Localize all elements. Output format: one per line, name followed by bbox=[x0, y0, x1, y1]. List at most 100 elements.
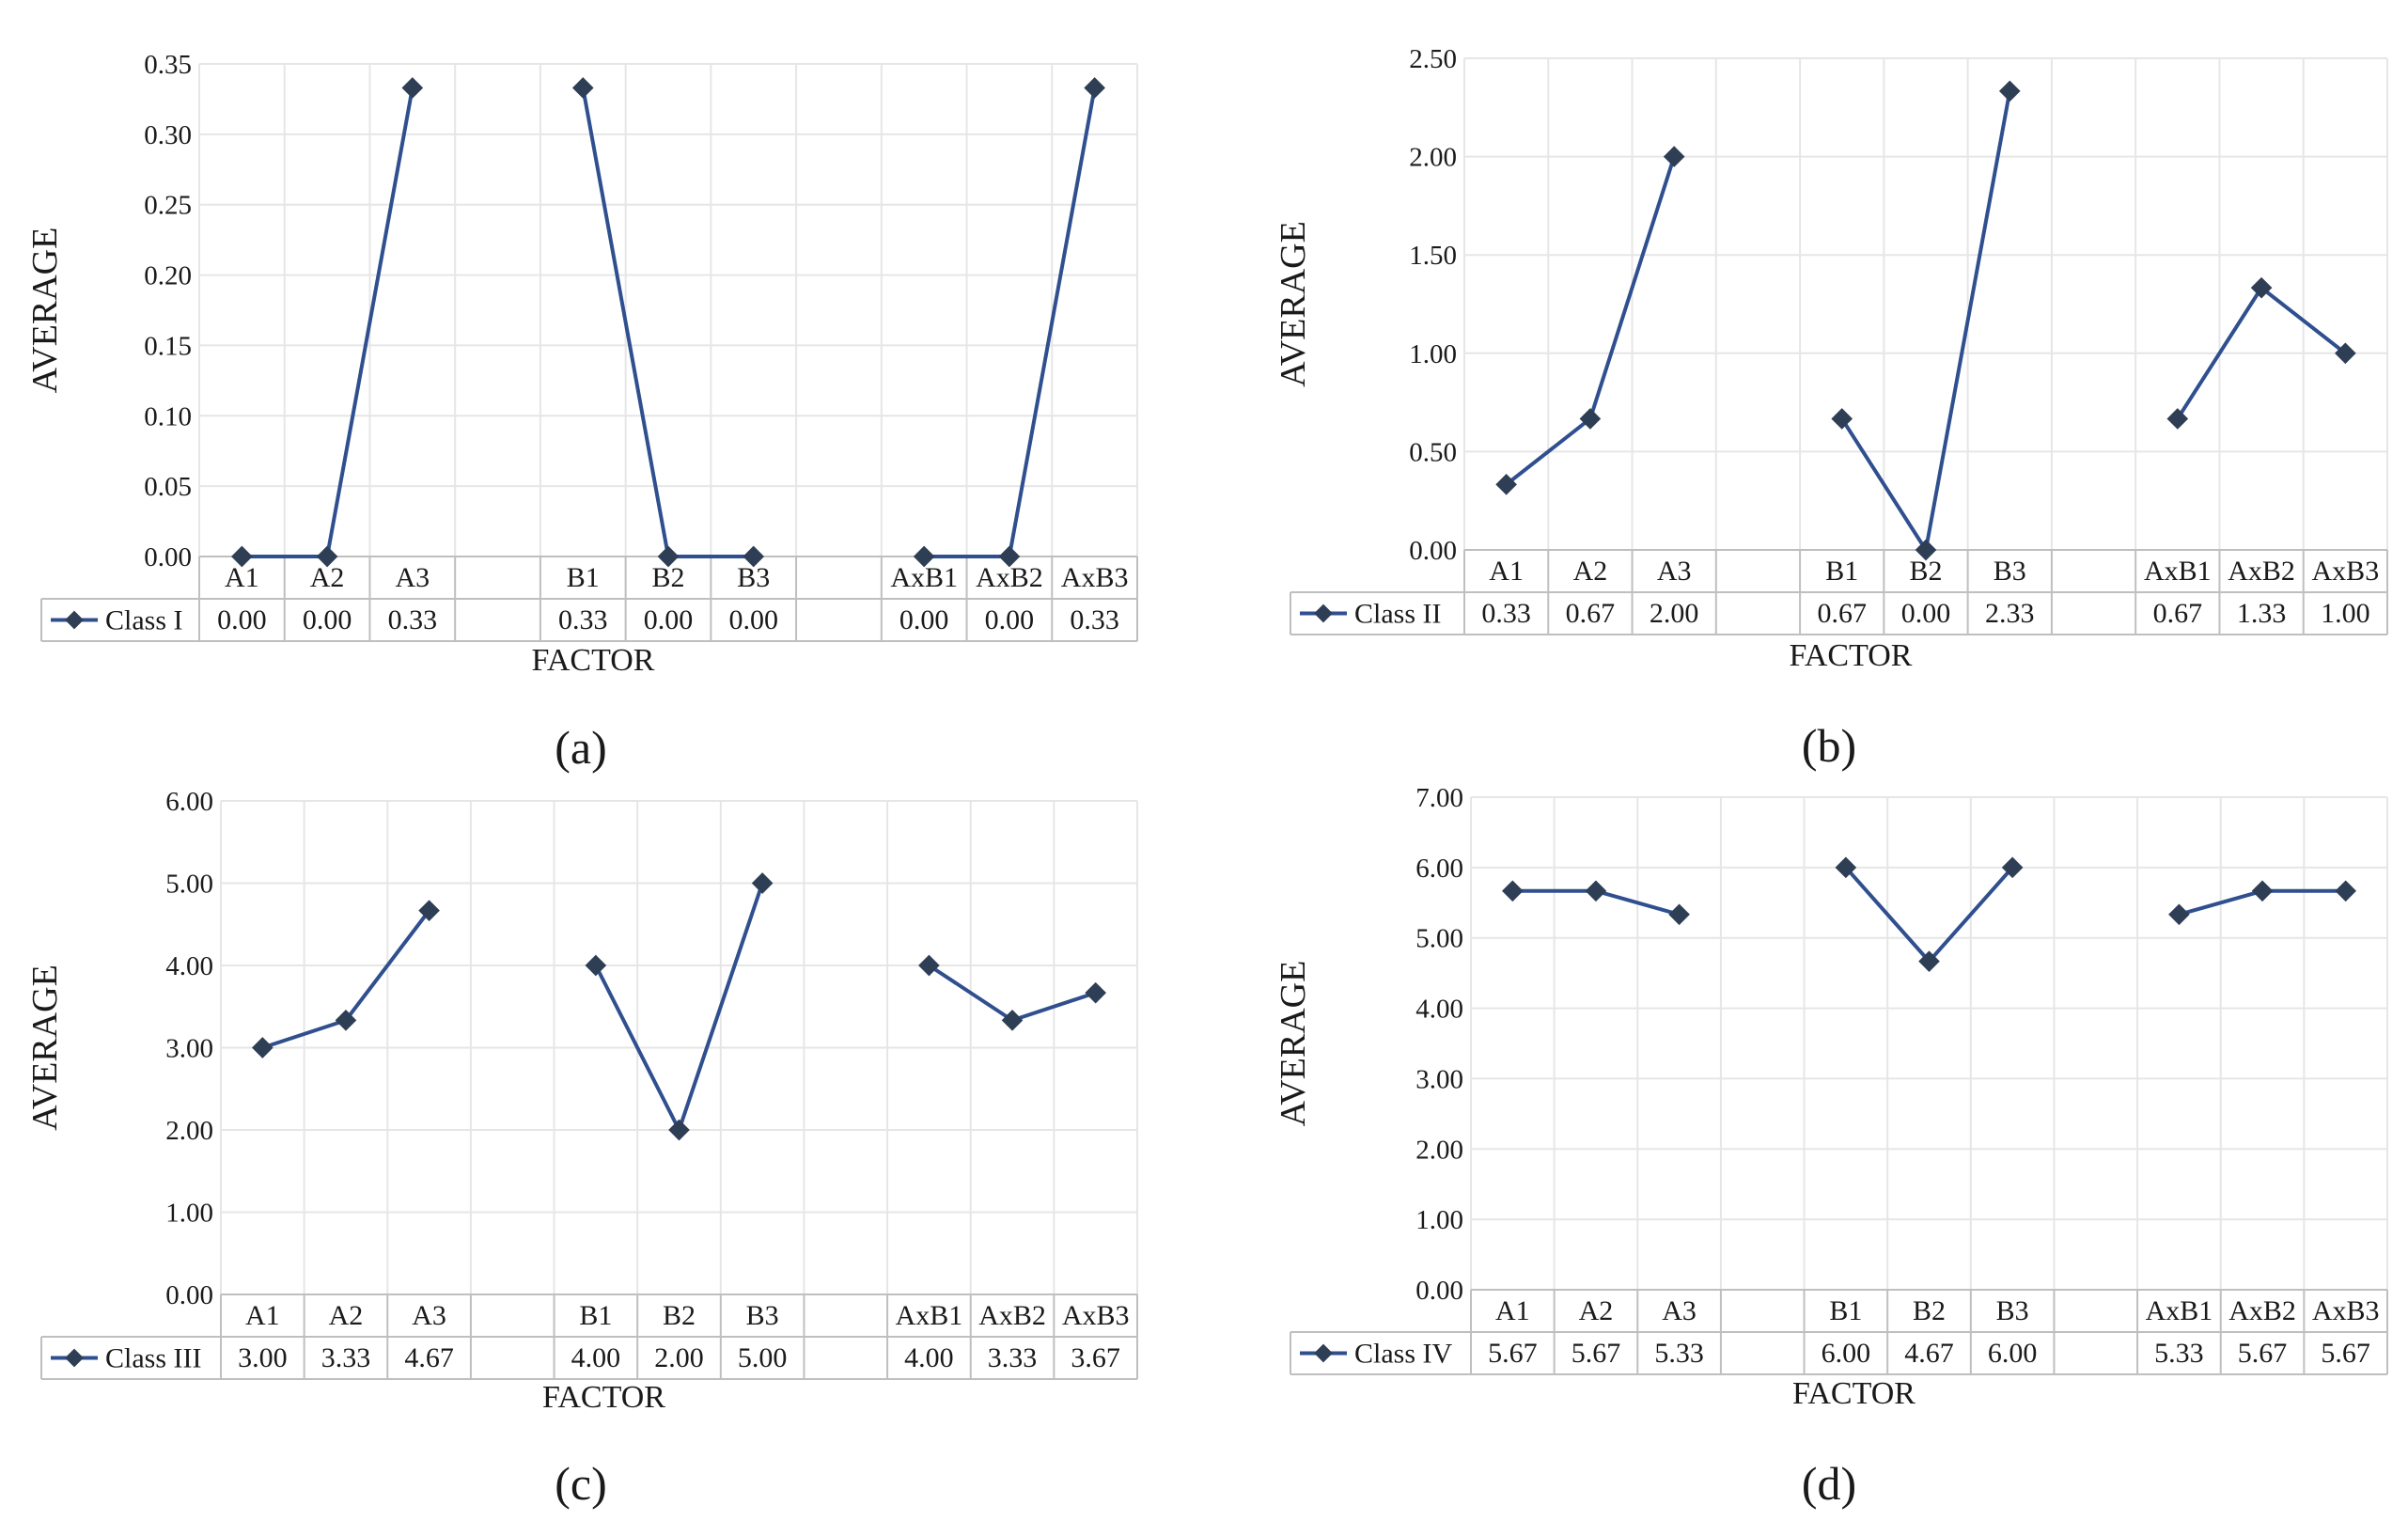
data-point bbox=[2335, 342, 2356, 365]
data-point bbox=[1084, 77, 1105, 99]
x-category-label: B3 bbox=[746, 1300, 779, 1331]
y-tick-label: 0.15 bbox=[144, 331, 192, 361]
y-tick-label: 0.25 bbox=[144, 191, 192, 221]
x-category-label: A1 bbox=[245, 1300, 280, 1331]
y-tick-label: 1.00 bbox=[165, 1199, 213, 1229]
x-category-label: AxB3 bbox=[2312, 1295, 2380, 1326]
legend-marker bbox=[1314, 1343, 1333, 1363]
legend-marker bbox=[65, 1348, 84, 1368]
x-axis-title: FACTOR bbox=[542, 1380, 665, 1415]
x-axis-title: FACTOR bbox=[1792, 1376, 1915, 1411]
legend-label: Class II bbox=[1354, 599, 1442, 630]
data-point bbox=[1495, 474, 1517, 495]
table-value: 0.33 bbox=[1481, 598, 1531, 629]
table-value: 5.33 bbox=[2154, 1338, 2204, 1369]
chart-panel-c: 0.00 1.00 2.00 3.00 4.00 5.00 6.00 A1 3.00 A2 3.33… bbox=[25, 787, 1138, 1510]
legend-label: Class I bbox=[105, 605, 183, 636]
y-tick-label: 4.00 bbox=[1415, 995, 1463, 1025]
x-category-label: A3 bbox=[1662, 1295, 1697, 1326]
table-value: 3.33 bbox=[988, 1342, 1038, 1373]
y-tick-label: 2.00 bbox=[1415, 1135, 1463, 1165]
x-category-label: AxB1 bbox=[896, 1300, 963, 1331]
y-tick-label: 2.50 bbox=[1409, 44, 1457, 74]
y-axis-title: AVERAGE bbox=[1274, 221, 1313, 387]
panel-label: (b) bbox=[1802, 719, 1856, 772]
data-point bbox=[1001, 1010, 1024, 1031]
y-tick-label: 3.00 bbox=[1415, 1064, 1463, 1094]
x-category-label: A3 bbox=[395, 562, 430, 593]
data-point bbox=[751, 872, 774, 894]
x-category-label: AxB2 bbox=[2228, 1295, 2296, 1326]
data-point bbox=[1915, 539, 1937, 561]
table-value: 5.67 bbox=[1488, 1338, 1538, 1369]
y-tick-label: 0.05 bbox=[144, 472, 192, 502]
data-point bbox=[585, 954, 607, 977]
x-category-label: B3 bbox=[1996, 1295, 2029, 1326]
x-category-label: AxB3 bbox=[1061, 562, 1129, 593]
x-category-label: AxB3 bbox=[1062, 1300, 1130, 1331]
data-point bbox=[998, 545, 1021, 568]
y-tick-label: 0.00 bbox=[165, 1280, 213, 1310]
table-value: 0.67 bbox=[1566, 598, 1616, 629]
data-point bbox=[2168, 903, 2190, 926]
table-value: 2.33 bbox=[1985, 598, 2035, 629]
x-category-label: B2 bbox=[651, 562, 684, 593]
table-value: 4.00 bbox=[571, 1342, 621, 1373]
legend-label: Class IV bbox=[1354, 1339, 1453, 1370]
panel-label: (d) bbox=[1802, 1457, 1856, 1510]
x-category-label: AxB1 bbox=[2144, 556, 2212, 587]
data-point bbox=[2166, 408, 2189, 430]
legend-label: Class III bbox=[105, 1343, 201, 1374]
series-line bbox=[594, 882, 765, 1132]
data-point bbox=[668, 1119, 690, 1141]
y-tick-label: 0.00 bbox=[144, 542, 192, 572]
data-point bbox=[1663, 146, 1685, 167]
y-tick-label: 0.50 bbox=[1409, 437, 1457, 467]
x-category-label: A2 bbox=[329, 1300, 364, 1331]
table-value: 3.33 bbox=[321, 1342, 371, 1373]
table-value: 0.00 bbox=[1901, 598, 1951, 629]
x-category-label: A2 bbox=[310, 562, 345, 593]
x-category-label: A3 bbox=[1657, 556, 1692, 587]
data-point bbox=[743, 545, 765, 568]
x-category-label: B2 bbox=[1909, 556, 1942, 587]
table-value: 0.33 bbox=[388, 604, 438, 635]
y-tick-label: 1.00 bbox=[1409, 339, 1457, 369]
data-point bbox=[2250, 276, 2273, 299]
x-category-label: A3 bbox=[412, 1300, 446, 1331]
table-value: 6.00 bbox=[1822, 1338, 1871, 1369]
y-tick-label: 6.00 bbox=[1415, 854, 1463, 884]
series-line bbox=[1840, 90, 2012, 552]
data-point bbox=[657, 545, 680, 568]
x-category-label: AxB1 bbox=[890, 562, 958, 593]
table-value: 4.67 bbox=[404, 1342, 454, 1373]
data-point bbox=[571, 77, 594, 99]
data-point bbox=[252, 1037, 274, 1058]
x-category-label: B1 bbox=[1829, 1295, 1862, 1326]
series-line bbox=[1505, 155, 1677, 486]
table-value: 1.00 bbox=[2321, 598, 2370, 629]
data-point bbox=[418, 900, 440, 921]
y-tick-label: 1.50 bbox=[1409, 241, 1457, 271]
table-value: 4.67 bbox=[1904, 1338, 1954, 1369]
y-tick-label: 3.00 bbox=[165, 1034, 213, 1064]
data-point bbox=[1835, 856, 1857, 879]
x-category-label: AxB3 bbox=[2312, 556, 2380, 587]
x-category-label: B3 bbox=[737, 562, 770, 593]
panel-label: (a) bbox=[555, 721, 607, 774]
y-tick-label: 5.00 bbox=[165, 870, 213, 900]
data-point bbox=[1085, 981, 1106, 1004]
table-value: 5.67 bbox=[2321, 1338, 2370, 1369]
table-value: 0.33 bbox=[1070, 604, 1119, 635]
data-point bbox=[1502, 880, 1524, 902]
data-point bbox=[1585, 880, 1607, 902]
table-value: 5.67 bbox=[2238, 1338, 2288, 1369]
data-point bbox=[913, 545, 935, 568]
chart-panel-a: 0.00 0.05 0.10 0.15 0.20 0.25 0.30 0.35 A1 0.00 A2… bbox=[25, 50, 1138, 774]
table-value: 3.67 bbox=[1071, 1342, 1120, 1373]
table-value: 6.00 bbox=[1988, 1338, 2038, 1369]
y-tick-label: 4.00 bbox=[165, 951, 213, 981]
data-point bbox=[2251, 880, 2274, 902]
x-category-label: B2 bbox=[663, 1300, 696, 1331]
